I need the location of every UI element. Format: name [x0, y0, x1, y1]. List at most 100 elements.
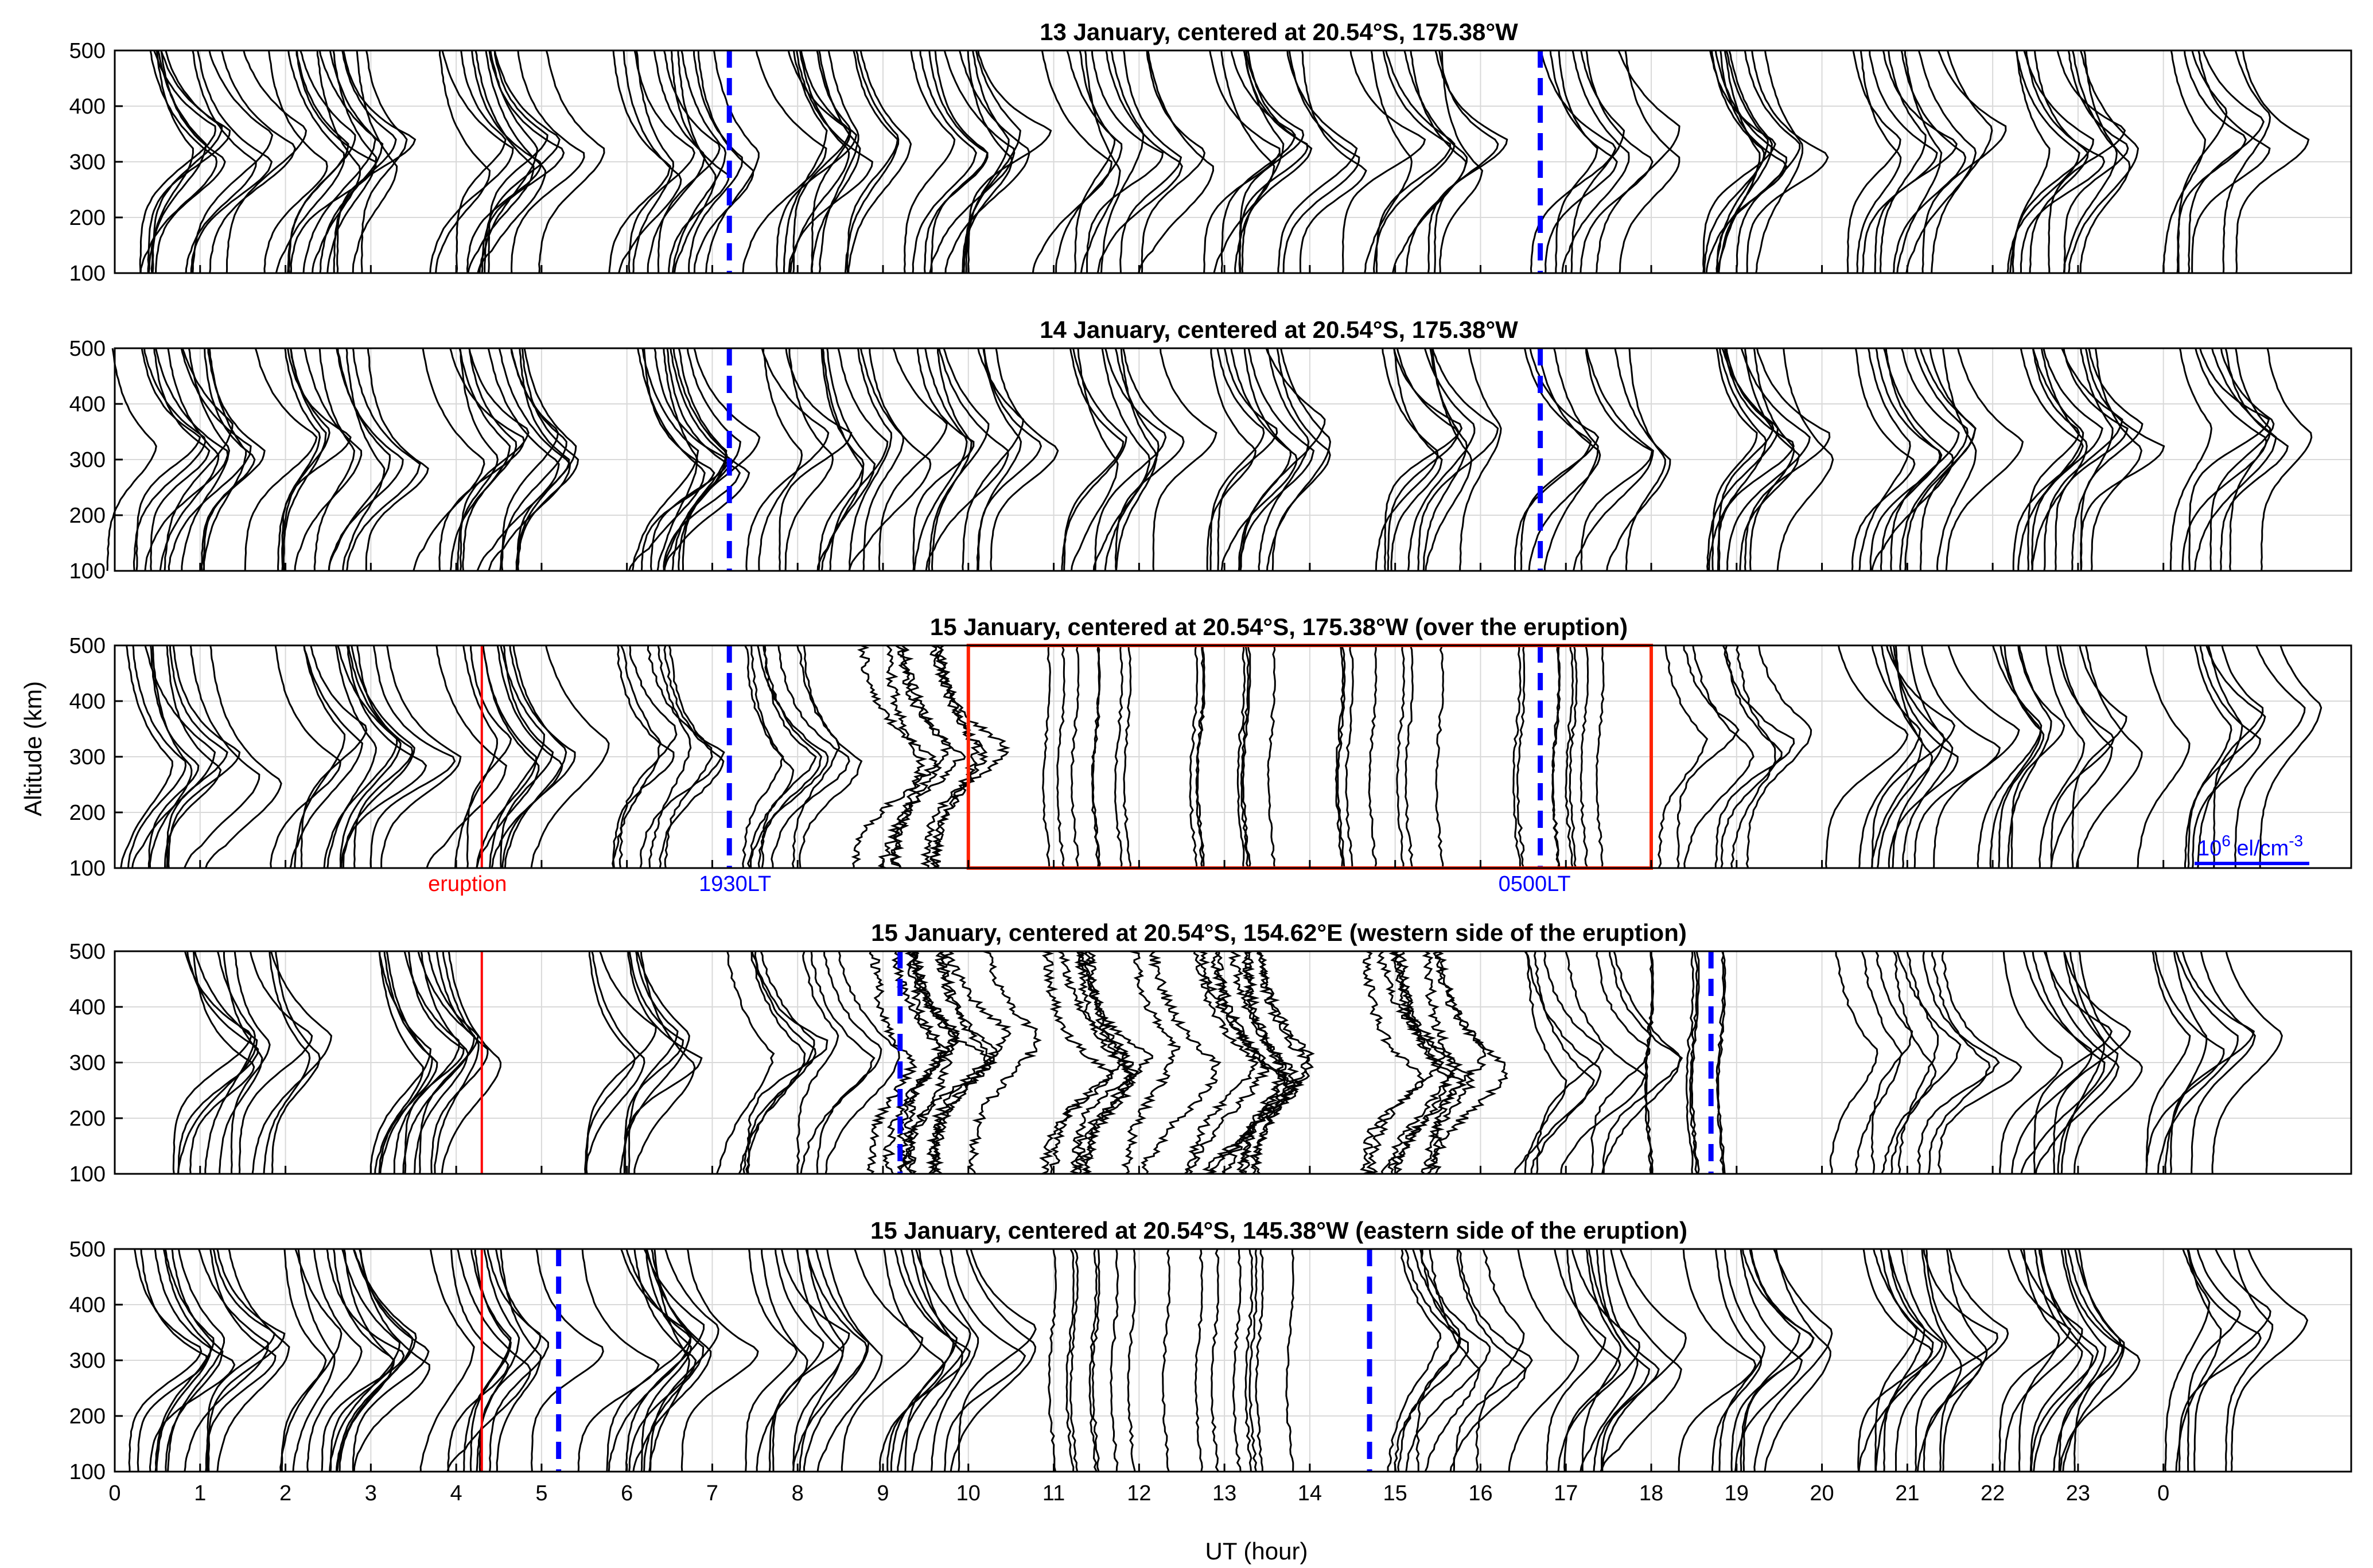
profile-line	[1217, 348, 1278, 571]
profile-line	[127, 645, 187, 869]
profile-line	[848, 348, 932, 571]
profile-line	[369, 645, 456, 869]
profile-lines	[172, 950, 2283, 1175]
profile-line	[1514, 951, 1602, 1174]
panel-3: 100 200 300 400 500 15 January, centered at 2…	[69, 613, 2352, 896]
x-tick-label: 22	[1981, 1481, 2005, 1505]
profile-line	[360, 50, 408, 274]
profile-line	[1977, 645, 2043, 869]
profile-line	[663, 348, 741, 571]
profile-line	[1580, 645, 1589, 869]
profile-line	[430, 951, 489, 1174]
profile-line	[1042, 645, 1051, 869]
y-tick-label: 200	[69, 206, 106, 230]
profile-line	[1602, 951, 1683, 1174]
profile-line	[1405, 645, 1414, 869]
profile-line	[1720, 645, 1783, 869]
profile-line	[1266, 348, 1332, 571]
profile-line	[1742, 1248, 1815, 1472]
profile-line	[2209, 348, 2275, 571]
profile-line	[1890, 348, 1960, 571]
profile-line	[404, 951, 465, 1174]
profile-line	[1856, 50, 1902, 274]
profile-line	[312, 50, 361, 274]
profile-line	[1434, 50, 1499, 274]
profile-line	[829, 348, 889, 571]
profile-line	[1238, 348, 1315, 571]
y-tick-label: 500	[69, 39, 106, 63]
profile-lines	[139, 50, 2310, 274]
profile-line	[1435, 645, 1445, 869]
panel-title: 15 January, centered at 20.54°S, 175.38°…	[930, 613, 1628, 640]
profile-line	[279, 1248, 343, 1472]
profile-line	[244, 348, 318, 571]
profile-line	[2213, 645, 2264, 869]
profile-line	[1070, 645, 1080, 869]
profile-line	[1573, 348, 1654, 571]
profile-line	[1600, 1248, 1682, 1472]
profile-line	[671, 348, 728, 571]
profile-line	[2191, 50, 2271, 274]
profile-line	[378, 951, 438, 1174]
profile-line	[1851, 348, 1916, 571]
profile-line	[2079, 50, 2131, 274]
profile-line	[903, 50, 956, 274]
profile-line	[778, 348, 853, 571]
profile-line	[1127, 1248, 1137, 1472]
profile-line	[530, 1248, 604, 1472]
profile-line	[419, 1248, 475, 1472]
profile-line	[164, 645, 222, 869]
profile-line	[2027, 348, 2080, 571]
profile-line	[1753, 1248, 1833, 1472]
profile-line	[1242, 645, 1251, 869]
profile-line	[628, 348, 706, 571]
profile-line	[2192, 645, 2261, 869]
profile-line	[2176, 50, 2247, 274]
profile-line	[647, 50, 706, 274]
y-tick-label: 100	[69, 262, 106, 286]
profile-line	[742, 50, 827, 274]
profile-line	[2259, 645, 2323, 869]
profile-line	[818, 348, 865, 571]
profile-line	[189, 951, 255, 1174]
profile-line	[1038, 950, 1115, 1175]
profile-line	[263, 951, 311, 1174]
y-tick-label: 500	[69, 337, 106, 361]
profile-line	[491, 645, 563, 869]
profile-line	[1874, 1248, 1918, 1472]
profile-line	[1871, 645, 1924, 869]
profile-line	[336, 50, 417, 274]
profile-line	[846, 50, 898, 274]
profile-line	[2222, 50, 2271, 274]
profile-line	[816, 1248, 883, 1472]
profile-line	[1439, 50, 1484, 274]
profile-line	[792, 50, 851, 274]
profile-line	[1209, 348, 1265, 571]
profile-line	[1858, 645, 1921, 869]
profile-line	[1065, 1248, 1075, 1472]
profile-line	[1676, 645, 1740, 869]
profile-line	[1764, 1248, 1831, 1472]
profile-line	[1074, 50, 1116, 274]
profile-line	[800, 951, 876, 1174]
profile-line	[282, 348, 330, 571]
x-tick-label: 19	[1725, 1481, 1749, 1505]
profile-line	[1749, 348, 1795, 571]
profile-line	[459, 348, 530, 571]
profile-lines	[106, 348, 2313, 571]
profile-line	[144, 348, 229, 571]
profile-line	[238, 951, 313, 1174]
profile-line	[149, 1248, 236, 1472]
profile-line	[1858, 348, 1911, 571]
profile-line	[904, 1248, 958, 1472]
profile-line	[1069, 1248, 1079, 1472]
profile-line	[1690, 951, 1700, 1174]
profile-line	[2018, 1248, 2060, 1472]
x-tick-label: 11	[1042, 1481, 1065, 1505]
profile-line	[2188, 50, 2265, 274]
profile-line	[928, 348, 990, 571]
profile-line	[632, 348, 699, 571]
profile-line	[585, 951, 657, 1174]
x-tick-label: 7	[706, 1481, 718, 1505]
